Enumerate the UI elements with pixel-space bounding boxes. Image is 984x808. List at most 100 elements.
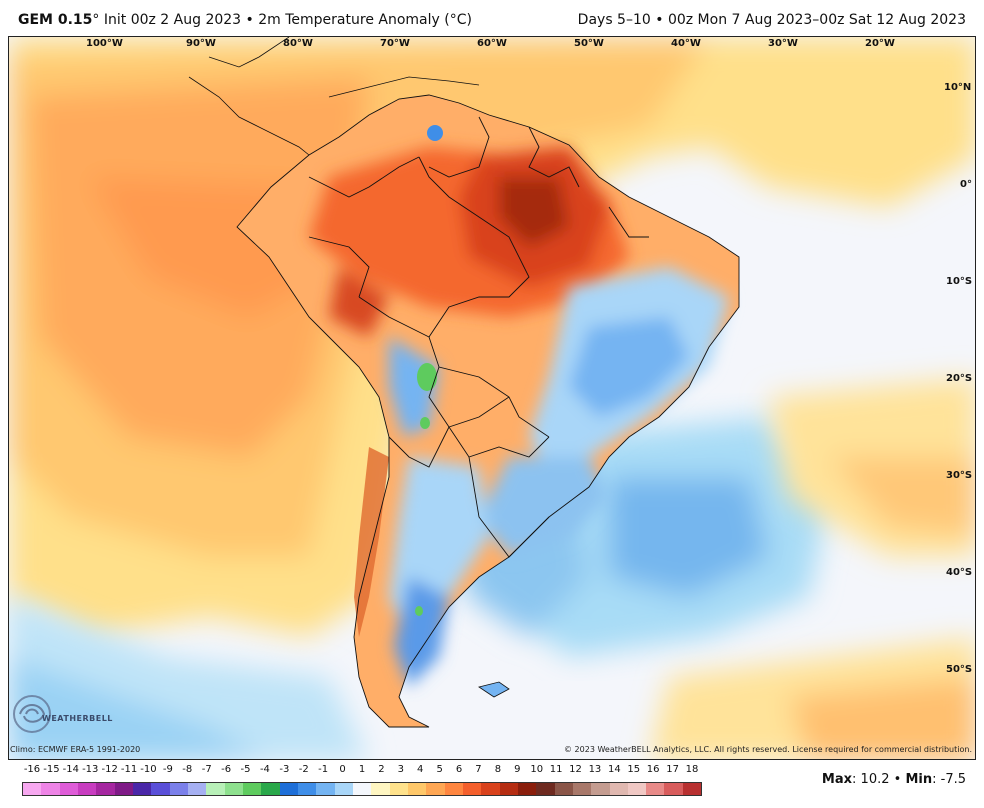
legend-swatch (609, 783, 628, 795)
legend-tick-label: 3 (397, 764, 404, 775)
legend-swatch (169, 783, 188, 795)
legend-tick-label: -13 (82, 764, 99, 775)
legend-color-bar (22, 782, 702, 796)
legend-swatch (96, 783, 115, 795)
init-time: Init 00z 2 Aug 2023 (103, 12, 242, 28)
legend-tick-label: 11 (549, 764, 563, 775)
legend-swatch (517, 783, 537, 795)
legend-swatch (646, 783, 665, 795)
max-min-readout: Max: 10.2 • Min: -7.5 (821, 772, 966, 787)
weatherbell-swirl-icon (13, 695, 51, 733)
legend-swatch (206, 783, 225, 795)
valid-period: Days 5–10 • 00z Mon 7 Aug 2023–00z Sat 1… (577, 12, 966, 28)
weatherbell-logo-text: WEATHERBELL (42, 714, 113, 723)
lon-label-90w: 90°W (186, 38, 216, 49)
legend-swatch (627, 783, 647, 795)
legend-labels: -16 -15 -14 -13 -12 -11 -10 -9 -8 -7 -6 -5 -4 -3 -2 -1 0… (22, 764, 702, 778)
lat-label-20s: 20°S (946, 373, 973, 384)
legend-swatch (242, 783, 262, 795)
legend-tick-label: 18 (685, 764, 699, 775)
legend-tick-label: 14 (607, 764, 621, 775)
legend-tick-label: -2 (298, 764, 309, 775)
legend-tick-label: -15 (43, 764, 60, 775)
lon-label-70w: 70°W (380, 38, 410, 49)
lon-label-100w: 100°W (86, 38, 123, 49)
legend-swatch (682, 783, 702, 795)
lon-label-40w: 40°W (671, 38, 701, 49)
legend-tick-label: -16 (23, 764, 41, 775)
legend-tick-label: -8 (182, 764, 193, 775)
legend-tick-label: -11 (120, 764, 138, 775)
climo-note: Climo: ECMWF ERA-5 1991-2020 (10, 745, 141, 754)
chile-warm-strip (354, 447, 389, 637)
legend-tick-label: 17 (666, 764, 679, 775)
legend-swatch (389, 783, 408, 795)
color-legend: -16 -15 -14 -13 -12 -11 -10 -9 -8 -7 -6 -5 -4 -3 -2 -1 0… (22, 764, 702, 804)
lat-label-50s: 50°S (946, 664, 973, 675)
legend-swatch (426, 783, 445, 795)
legend-footer: -16 -15 -14 -13 -12 -11 -10 -9 -8 -7 -6 -5 -4 -3 -2 -1 0… (0, 760, 984, 808)
legend-swatch (297, 783, 317, 795)
legend-tick-label: -1 (318, 764, 329, 775)
legend-swatch (554, 783, 573, 795)
legend-swatch (187, 783, 207, 795)
legend-swatch (352, 783, 372, 795)
model-name: GEM 0.15 (18, 12, 93, 28)
max-label: Max (821, 772, 853, 787)
lon-label-80w: 80°W (283, 38, 313, 49)
country-borders (236, 94, 740, 728)
lat-label-0: 0° (960, 179, 972, 190)
legend-tick-label: -10 (140, 764, 157, 775)
legend-tick-label: 0 (339, 764, 346, 775)
legend-swatch (77, 783, 97, 795)
andes-cold-spots (415, 125, 443, 616)
falkland-islands (478, 681, 510, 698)
legend-swatch (371, 783, 390, 795)
legend-tick-label: 15 (627, 764, 641, 775)
lon-label-20w: 20°W (865, 38, 895, 49)
maxmin-bullet: • (893, 772, 902, 787)
lat-label-10s: 10°S (946, 276, 973, 287)
legend-swatch (151, 783, 170, 795)
legend-tick-label: 16 (646, 764, 660, 775)
field-name: 2m Temperature Anomaly (°C) (258, 12, 472, 28)
map-canvas (9, 37, 975, 759)
legend-tick-label: -5 (240, 764, 251, 775)
title-bullet: • (245, 12, 254, 28)
legend-tick-label: -12 (101, 764, 118, 775)
legend-tick-label: 12 (569, 764, 582, 775)
legend-tick-label: 2 (378, 764, 385, 775)
legend-tick-label: -4 (259, 764, 270, 775)
lon-label-30w: 30°W (768, 38, 798, 49)
legend-swatch (59, 783, 78, 795)
lat-label-10n: 10°N (944, 82, 972, 93)
map-title: GEM 0.15° Init 00z 2 Aug 2023 • 2m Tempe… (18, 12, 472, 28)
legend-tick-label: -14 (62, 764, 79, 775)
degree-mark: ° (92, 12, 100, 28)
legend-tick-label: -3 (279, 764, 290, 775)
legend-swatch (572, 783, 592, 795)
lat-label-30s: 30°S (946, 470, 973, 481)
legend-swatch (114, 783, 133, 795)
legend-tick-label: -7 (201, 764, 212, 775)
legend-swatch (132, 783, 152, 795)
legend-tick-label: 7 (475, 764, 482, 775)
legend-swatch (499, 783, 518, 795)
legend-tick-label: 8 (494, 764, 502, 775)
legend-swatch (41, 783, 60, 795)
legend-swatch (481, 783, 500, 795)
central-america-outline (188, 37, 480, 156)
legend-tick-label: 6 (455, 764, 463, 775)
min-value: -7.5 (940, 772, 966, 787)
legend-swatch (316, 783, 335, 795)
legend-swatch (23, 783, 42, 795)
brazil-cool-anomaly (389, 267, 729, 687)
amazon-hot-anomaly (309, 147, 629, 337)
legend-tick-label: -9 (162, 764, 173, 775)
legend-swatch (334, 783, 353, 795)
legend-tick-label: -6 (221, 764, 232, 775)
legend-swatch (462, 783, 482, 795)
legend-swatch (261, 783, 280, 795)
lon-label-60w: 60°W (477, 38, 507, 49)
max-value: 10.2 (860, 772, 890, 787)
